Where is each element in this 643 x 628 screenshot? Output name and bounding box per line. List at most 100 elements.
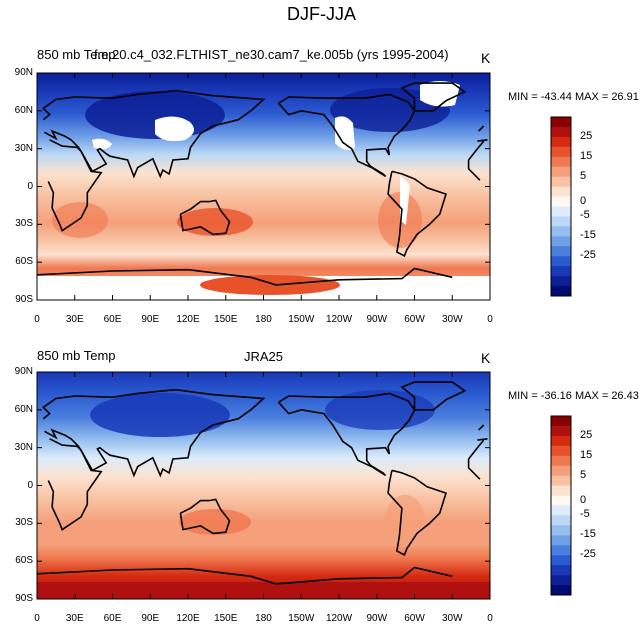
axis-ticks: [36, 72, 491, 600]
panel2-minmax: MIN = -36.16 MAX = 26.43: [508, 390, 639, 402]
coastline-6: [36, 267, 453, 286]
colorbar-label: 25: [580, 129, 593, 142]
panel2-center-title: JRA25: [244, 349, 284, 364]
lon-tick-label: 60E: [103, 314, 122, 325]
lat-tick-label: 60S: [15, 555, 33, 567]
colorbar-swatch: [551, 126, 571, 138]
lat-tick-label: 0: [27, 479, 33, 491]
lon-tick-label: 0: [34, 613, 40, 624]
lon-tick-label: 120E: [176, 613, 200, 624]
coastline-0: [478, 424, 485, 431]
colorbar-label: 5: [580, 169, 587, 182]
lon-tick-label: 180: [255, 613, 272, 624]
panel2-asia-cold-core: [90, 393, 230, 437]
lat-tick-label: 90N: [14, 67, 33, 78]
lat-tick-label: 60S: [15, 256, 33, 268]
panel2-colorbar: [550, 415, 572, 596]
panel1-greenland-missing: [420, 81, 460, 107]
panel1-minmax: MIN = -43.44 MAX = 26.91: [508, 91, 639, 103]
coastline-1: [467, 439, 485, 460]
coastline-1: [47, 438, 103, 531]
panel1-center-title: f.e.20.c4_032.FLTHIST_ne30.cam7_ke.005b …: [94, 47, 449, 62]
lon-tick-label: 60W: [404, 314, 425, 325]
colorbar-label: 15: [580, 149, 593, 162]
colorbar-label: 25: [580, 428, 593, 441]
lon-tick-label: 0: [487, 613, 493, 624]
colorbar-swatch: [551, 505, 571, 516]
colorbar-swatch: [551, 565, 571, 576]
lat-tick-label: 90S: [15, 294, 33, 305]
panel1-australia-warm: [177, 208, 253, 236]
coastline-1: [467, 459, 481, 480]
panel1-units: K: [481, 50, 491, 66]
lon-tick-label: 150W: [288, 613, 315, 624]
panel1-colorbar: [550, 116, 572, 297]
lon-tick-label: 90E: [141, 314, 160, 325]
coastline-1: [467, 160, 481, 181]
coastline-0: [477, 438, 488, 441]
panel1-andes-missing: [400, 175, 410, 225]
colorbar-swatch: [551, 236, 571, 247]
colorbar-swatch: [551, 166, 571, 177]
colorbar-swatch: [551, 425, 571, 437]
lat-tick-label: 30S: [15, 517, 33, 529]
coastline-4: [387, 469, 447, 557]
colorbar-swatch: [551, 186, 571, 197]
lon-tick-label: 120W: [325, 314, 353, 325]
lon-tick-label: 180: [255, 314, 272, 325]
colorbar-swatch: [551, 535, 571, 546]
lat-tick-label: 90N: [14, 366, 33, 377]
panel1-antarctica-warm: [200, 275, 340, 295]
lat-tick-label: 90S: [15, 593, 33, 604]
colorbar-swatch: [551, 146, 571, 158]
colorbar-label: 0: [580, 194, 587, 207]
lon-tick-label: 30E: [65, 314, 84, 325]
colorbar-swatch: [551, 156, 571, 168]
lon-tick-label: 90W: [366, 314, 388, 325]
lon-tick-label: 30E: [65, 613, 84, 624]
colorbar-label: 5: [580, 468, 587, 481]
colorbar-swatch: [551, 515, 571, 526]
panel1-left-title: 850 mb Temp: [37, 47, 116, 62]
colorbar-label: -25: [580, 249, 596, 262]
coastline-1: [47, 139, 103, 232]
panel2-units: K: [481, 350, 491, 366]
colorbar-swatch: [551, 575, 571, 586]
colorbar-swatch: [551, 545, 571, 556]
colorbar-swatch: [551, 176, 571, 187]
panel2-australia-warm: [179, 509, 251, 535]
colorbar-swatch: [551, 475, 571, 486]
coastline-4: [387, 170, 447, 258]
colorbar-frame: [550, 415, 572, 596]
lat-tick-label: 60N: [14, 104, 33, 116]
lat-tick-label: 0: [27, 180, 33, 192]
colorbar-swatch: [551, 246, 571, 257]
lon-tick-label: 150W: [288, 314, 315, 325]
colorbar-swatch: [551, 495, 571, 506]
panel2-coastlines: [36, 381, 488, 585]
colorbar-label: 0: [580, 493, 587, 506]
coastline-6: [36, 566, 453, 585]
colorbar-swatch: [551, 226, 571, 237]
coastline-0: [477, 139, 488, 142]
lon-tick-label: 150E: [214, 314, 238, 325]
colorbar-swatch: [551, 455, 571, 467]
colorbar-swatch: [551, 525, 571, 536]
panel2-map: [37, 372, 490, 599]
lon-tick-label: 120E: [176, 314, 200, 325]
colorbar-label: -15: [580, 229, 596, 242]
coastline-2: [179, 498, 231, 535]
panel1-africa-warm: [52, 202, 108, 238]
panel2-samerica-warm: [385, 495, 425, 545]
lon-tick-label: 60E: [103, 613, 122, 624]
lon-tick-label: 0: [487, 314, 493, 325]
colorbar-label: -5: [580, 209, 590, 222]
colorbar-swatch: [551, 196, 571, 207]
lat-tick-label: 30N: [14, 441, 33, 453]
panel1-rockies-missing: [335, 116, 355, 151]
coastline-3: [278, 392, 416, 477]
coastline-2: [179, 199, 231, 236]
colorbar-label: -5: [580, 508, 590, 521]
lon-tick-label: 0: [34, 314, 40, 325]
colorbar-label: -15: [580, 528, 596, 541]
